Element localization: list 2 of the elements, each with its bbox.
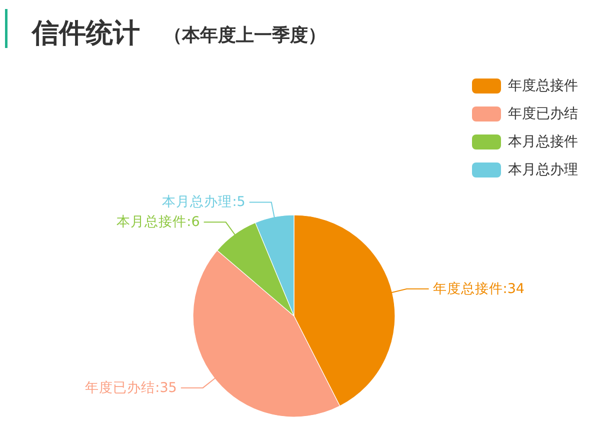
subtitle: （本年度上一季度） bbox=[164, 25, 326, 46]
title: 信件统计 bbox=[32, 18, 140, 49]
